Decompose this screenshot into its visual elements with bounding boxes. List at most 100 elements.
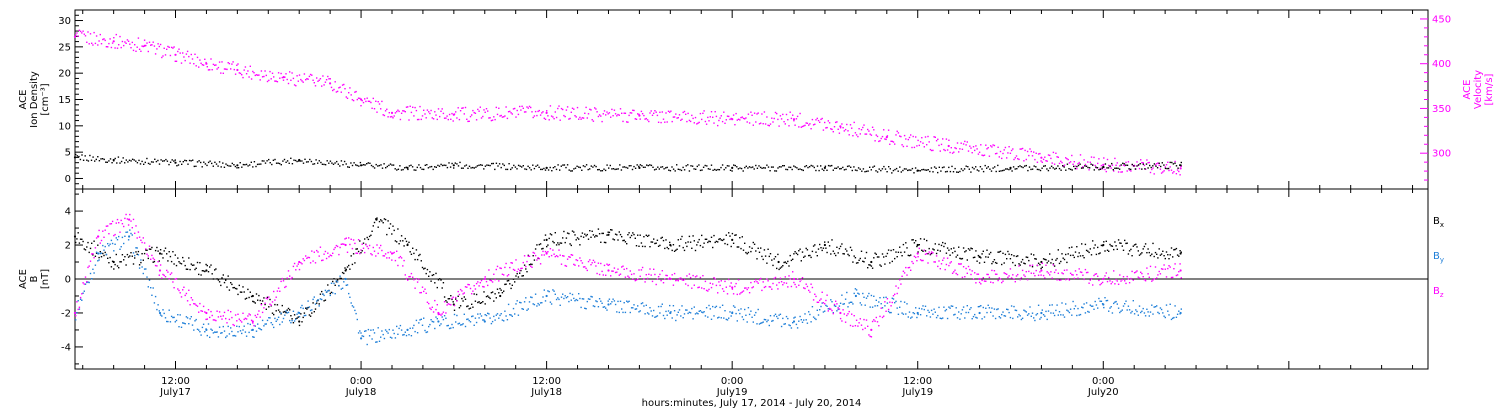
data-point	[225, 336, 227, 339]
data-point	[1117, 239, 1120, 241]
data-point	[1063, 258, 1066, 261]
data-point	[261, 319, 264, 322]
data-point	[672, 116, 675, 118]
data-point	[879, 140, 881, 142]
data-point	[573, 297, 575, 300]
data-point	[294, 159, 297, 162]
data-point	[681, 278, 683, 281]
data-point	[410, 164, 412, 166]
data-point	[635, 308, 638, 310]
data-point	[514, 313, 516, 315]
data-point	[653, 309, 655, 312]
data-point	[1149, 265, 1152, 268]
data-point	[779, 267, 782, 269]
data-point	[483, 286, 485, 288]
data-point	[742, 117, 745, 120]
data-point	[254, 302, 256, 304]
data-point	[857, 325, 859, 327]
data-point	[195, 65, 197, 67]
data-point	[1079, 271, 1082, 273]
data-point	[1041, 167, 1043, 169]
data-point	[756, 167, 759, 169]
data-point	[721, 120, 724, 123]
data-point	[116, 47, 119, 49]
data-point	[418, 118, 420, 121]
data-point	[1131, 310, 1133, 313]
data-point	[883, 129, 885, 131]
data-point	[335, 91, 338, 93]
data-point	[457, 107, 459, 109]
data-point	[1082, 167, 1084, 169]
data-point	[195, 165, 197, 167]
data-point	[894, 302, 896, 304]
data-point	[794, 124, 796, 126]
data-point	[685, 283, 687, 285]
data-point	[143, 163, 145, 165]
data-point	[298, 160, 300, 162]
data-point	[426, 268, 429, 271]
data-point	[234, 287, 237, 290]
x-tick-date-label: July18	[345, 387, 377, 398]
data-point	[946, 247, 949, 249]
data-point	[937, 171, 939, 174]
data-point	[776, 315, 778, 318]
data-point	[162, 160, 164, 162]
data-point	[336, 281, 339, 283]
data-point	[1153, 278, 1155, 280]
data-point	[388, 227, 390, 229]
data-point	[785, 262, 788, 264]
data-point	[394, 112, 397, 114]
data-point	[709, 282, 711, 284]
data-point	[475, 166, 477, 168]
series-point	[870, 260, 873, 264]
data-point	[1045, 264, 1047, 266]
data-point	[784, 276, 786, 278]
data-point	[773, 315, 775, 317]
data-point	[1009, 258, 1012, 260]
data-point	[608, 112, 611, 114]
data-point	[97, 260, 99, 262]
data-point	[574, 264, 576, 266]
data-point	[993, 144, 996, 147]
data-point	[586, 117, 588, 119]
data-point	[1090, 156, 1093, 158]
data-point	[696, 275, 698, 277]
data-point	[434, 282, 436, 284]
data-point	[889, 168, 891, 170]
data-point	[124, 217, 126, 220]
data-point	[272, 159, 275, 161]
data-point	[180, 296, 183, 298]
data-point	[900, 171, 902, 173]
data-point	[799, 168, 801, 170]
data-point	[392, 329, 394, 331]
data-point	[671, 274, 673, 276]
data-point	[468, 165, 471, 167]
data-point	[491, 281, 494, 283]
data-point	[443, 164, 445, 166]
data-point	[969, 308, 971, 311]
data-point	[745, 165, 747, 167]
data-point	[372, 329, 374, 331]
data-point	[296, 265, 298, 267]
data-point	[863, 124, 865, 126]
data-point	[461, 297, 463, 300]
data-point	[595, 165, 597, 168]
data-point	[653, 112, 655, 114]
data-point	[430, 109, 432, 112]
data-point	[964, 276, 966, 278]
data-point	[94, 264, 97, 266]
data-point	[933, 249, 935, 251]
data-point	[954, 147, 956, 149]
data-point	[634, 118, 636, 120]
data-point	[156, 265, 158, 267]
data-point	[958, 246, 960, 248]
data-point	[891, 301, 893, 304]
data-point	[531, 296, 533, 299]
data-point	[156, 48, 158, 50]
data-point	[704, 120, 707, 123]
data-point	[548, 290, 550, 293]
series-point	[731, 286, 734, 289]
data-point	[275, 162, 278, 164]
data-point	[489, 164, 491, 167]
data-point	[833, 252, 836, 255]
